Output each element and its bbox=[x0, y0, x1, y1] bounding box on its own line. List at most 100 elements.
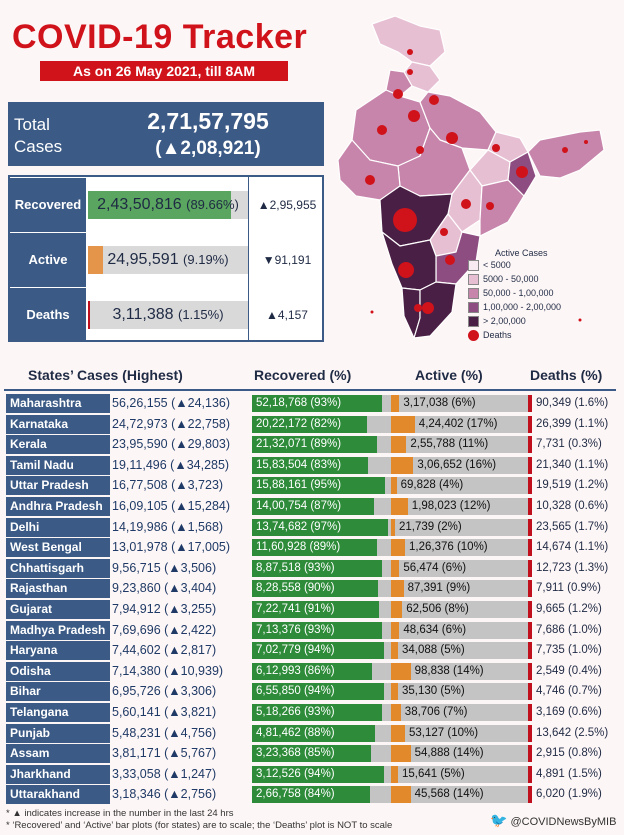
recovered-bar-track: 7,02,779 (94%) bbox=[252, 642, 392, 660]
table-row: Tamil Nadu 19,11,496 (▲34,285) 15,83,504 (… bbox=[6, 455, 616, 476]
recovered-value: 6,12,993 (86%) bbox=[256, 664, 335, 677]
table-row: Madhya Pradesh 7,69,696 (▲2,422) 7,13,376 … bbox=[6, 620, 616, 641]
deaths-value: 4,891 (1.5%) bbox=[536, 767, 602, 780]
state-cases: 3,81,171 (▲5,767) bbox=[112, 746, 217, 761]
legend-swatch bbox=[468, 260, 479, 272]
active-bar bbox=[391, 539, 405, 557]
recovered-bar-track: 5,18,266 (93%) bbox=[252, 704, 392, 721]
deaths-bar bbox=[528, 642, 532, 660]
active-value: 69,828 (4%) bbox=[400, 479, 464, 492]
recovered-bar bbox=[252, 724, 376, 742]
active-bar-track: 15,641 (5%) bbox=[391, 765, 531, 783]
header-states: States’ Cases (Highest) bbox=[28, 367, 183, 383]
recovered-value: 15,88,161 (95%) bbox=[256, 479, 342, 492]
active-bar-track: 54,888 (14%) bbox=[391, 745, 531, 763]
active-value: 54,888 (14%) bbox=[414, 747, 484, 760]
state-name: Telangana bbox=[6, 703, 110, 722]
recovered-bar-track: 8,87,518 (93%) bbox=[252, 559, 392, 577]
deaths-value: 7,686 (1.0%) bbox=[536, 623, 602, 636]
recovered-bar-track: 20,22,172 (82%) bbox=[252, 415, 392, 433]
active-bar bbox=[391, 642, 398, 660]
state-name: Maharashtra bbox=[6, 394, 110, 413]
active-bar-track: 4,24,402 (17%) bbox=[391, 415, 531, 433]
active-value: 48,634 (6%) bbox=[403, 623, 467, 636]
table-row: Bihar 6,95,726 (▲3,306) 6,55,850 (94%) 35,1… bbox=[6, 682, 616, 702]
state-name: Punjab bbox=[6, 723, 110, 743]
state-cases: 56,26,155 (▲24,136) bbox=[112, 396, 231, 410]
summary-bar-track: 3,11,388 (1.15%) bbox=[88, 301, 248, 329]
state-cases: 3,33,058 (▲1,247) bbox=[112, 766, 217, 781]
recovered-value: 7,02,779 (94%) bbox=[256, 644, 335, 657]
state-cases: 7,69,696 (▲2,422) bbox=[112, 622, 217, 637]
recovered-bar bbox=[252, 539, 377, 557]
summary-value: 2,43,50,816 bbox=[97, 196, 182, 213]
deaths-value: 10,328 (0.6%) bbox=[536, 500, 609, 512]
recovered-bar bbox=[252, 477, 385, 495]
table-row: Maharashtra 56,26,155 (▲24,136) 52,18,768 … bbox=[6, 394, 616, 414]
recovered-value: 8,87,518 (93%) bbox=[256, 561, 335, 574]
map-region-punjab bbox=[385, 69, 413, 97]
recovered-bar bbox=[252, 683, 384, 701]
recovered-value: 21,32,071 (89%) bbox=[256, 438, 342, 451]
total-cases-box: Total Cases 2,71,57,795 (▲2,08,921) bbox=[8, 102, 324, 166]
recovered-bar bbox=[252, 786, 370, 804]
legend-swatch bbox=[468, 302, 479, 314]
active-bar bbox=[391, 498, 408, 515]
table-row: West Bengal 13,01,978 (▲17,005) 11,60,928 … bbox=[6, 538, 616, 558]
state-cases: 23,95,590 (▲29,803) bbox=[112, 437, 231, 452]
state-cases: 5,48,231 (▲4,756) bbox=[112, 725, 217, 740]
deaths-bar bbox=[528, 539, 532, 557]
recovered-value: 15,83,504 (83%) bbox=[256, 458, 342, 471]
state-cases: 7,14,380 (▲10,939) bbox=[112, 663, 224, 678]
state-cases: 24,72,973 (▲22,758) bbox=[112, 416, 231, 431]
recovered-value: 20,22,172 (82%) bbox=[256, 417, 342, 430]
recovered-value: 3,23,368 (85%) bbox=[256, 747, 335, 760]
state-name: Haryana bbox=[6, 641, 110, 661]
death-marker-icon bbox=[468, 330, 479, 342]
legend-swatch bbox=[468, 274, 479, 286]
recovered-bar-track: 3,23,368 (85%) bbox=[252, 745, 392, 763]
active-bar bbox=[391, 683, 398, 701]
deaths-bar bbox=[528, 580, 532, 598]
recovered-value: 11,60,928 (89%) bbox=[256, 541, 341, 554]
deaths-bar bbox=[528, 415, 532, 433]
deaths-bar bbox=[528, 477, 532, 495]
active-bar bbox=[391, 436, 407, 454]
deaths-value: 2,549 (0.4%) bbox=[536, 664, 602, 677]
total-cases-delta: (▲2,08,921) bbox=[155, 138, 261, 159]
deaths-value: 13,642 (2.5%) bbox=[536, 726, 609, 739]
deaths-bar bbox=[528, 621, 532, 639]
state-name: Tamil Nadu bbox=[6, 455, 110, 475]
deaths-value: 9,665 (1.2%) bbox=[536, 603, 602, 615]
deaths-value: 2,915 (0.8%) bbox=[536, 747, 602, 760]
state-name: Delhi bbox=[6, 517, 110, 537]
recovered-bar-track: 15,88,161 (95%) bbox=[252, 477, 392, 495]
recovered-value: 5,18,266 (93%) bbox=[256, 706, 335, 718]
active-value: 3,06,652 (16%) bbox=[417, 458, 497, 471]
active-bar bbox=[391, 601, 403, 618]
recovered-bar-track: 6,55,850 (94%) bbox=[252, 683, 392, 701]
table-row: Andhra Pradesh 16,09,105 (▲15,284) 14,00,7… bbox=[6, 497, 616, 517]
header-deaths: Deaths (%) bbox=[530, 367, 603, 383]
deaths-bar bbox=[528, 704, 532, 721]
recovered-bar-track: 8,28,558 (90%) bbox=[252, 580, 392, 598]
legend-swatch bbox=[468, 316, 479, 328]
active-value: 4,24,402 (17%) bbox=[418, 417, 498, 430]
summary-label: Deaths bbox=[10, 288, 86, 342]
legend-swatch bbox=[468, 288, 479, 300]
active-value: 3,17,038 (6%) bbox=[403, 397, 476, 409]
active-bar-track: 2,55,788 (11%) bbox=[391, 436, 531, 454]
summary-label: Active bbox=[10, 233, 86, 287]
state-cases: 6,95,726 (▲3,306) bbox=[112, 684, 217, 699]
map-legend-item: 5000 - 50,000 bbox=[468, 274, 539, 286]
recovered-bar bbox=[252, 642, 384, 660]
deaths-bar bbox=[528, 662, 532, 680]
active-value: 35,130 (5%) bbox=[402, 685, 465, 698]
table-row: Uttar Pradesh 16,77,508 (▲3,723) 15,88,161… bbox=[6, 476, 616, 496]
active-value: 2,55,788 (11%) bbox=[410, 438, 489, 451]
recovered-bar bbox=[252, 456, 369, 474]
table-row: Punjab 5,48,231 (▲4,756) 4,81,462 (88%) 53,… bbox=[6, 723, 616, 744]
deaths-value: 26,399 (1.1%) bbox=[536, 417, 609, 430]
recovered-bar bbox=[252, 704, 383, 721]
recovered-bar bbox=[252, 745, 371, 763]
